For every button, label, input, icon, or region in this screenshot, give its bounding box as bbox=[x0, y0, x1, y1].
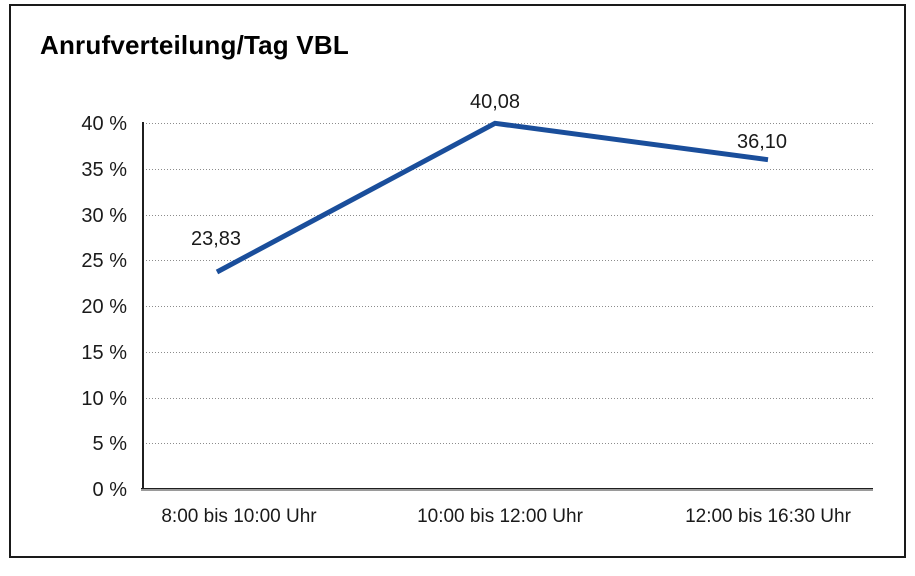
y-axis-line bbox=[142, 122, 144, 491]
y-tick-label: 15 % bbox=[81, 341, 127, 364]
y-tick-label: 30 % bbox=[81, 204, 127, 227]
gridline bbox=[143, 260, 873, 263]
y-tick-label: 10 % bbox=[81, 387, 127, 410]
gridline bbox=[143, 351, 873, 354]
chart-frame bbox=[9, 4, 906, 558]
gridline bbox=[143, 443, 873, 446]
y-tick-label: 20 % bbox=[81, 296, 127, 318]
y-tick-label: 25 % bbox=[81, 250, 127, 273]
chart-title: Anrufverteilung/Tag VBL bbox=[40, 30, 349, 60]
x-category-label: 8:00 bis 10:00 Uhr bbox=[161, 506, 317, 527]
x-category-label: 12:00 bis 16:30 Uhr bbox=[685, 506, 851, 527]
point-value-label: 23,83 bbox=[190, 227, 242, 250]
y-tick-label: 5 % bbox=[92, 433, 127, 456]
gridline bbox=[143, 123, 873, 125]
x-category-label: 10:00 bis 12:00 Uhr bbox=[417, 506, 583, 527]
gridline bbox=[143, 214, 873, 217]
y-tick-label: 40 % bbox=[81, 113, 127, 135]
gridline bbox=[143, 397, 873, 400]
y-tick-label: 35 % bbox=[81, 158, 127, 181]
y-tick-label: 0 % bbox=[92, 479, 127, 501]
gridline bbox=[143, 168, 873, 171]
point-value-label: 36,10 bbox=[736, 130, 788, 153]
x-axis-line bbox=[141, 488, 873, 491]
gridline bbox=[143, 306, 873, 308]
point-value-label: 40,08 bbox=[469, 91, 521, 114]
